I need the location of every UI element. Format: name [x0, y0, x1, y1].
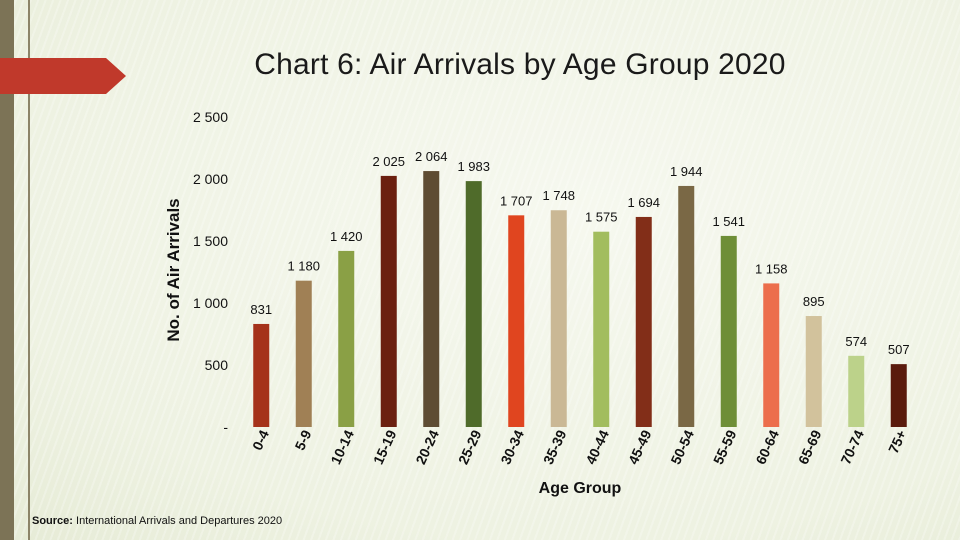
value-label: 1 748	[542, 188, 575, 203]
y-tick-label: 500	[205, 357, 229, 373]
x-tick-label: 5-9	[291, 427, 314, 452]
y-tick-label: 2 500	[193, 109, 228, 125]
value-label: 1 983	[457, 159, 490, 174]
x-tick-label: 40-44	[582, 427, 612, 466]
value-label: 1 420	[330, 229, 363, 244]
bar	[635, 216, 652, 427]
bar	[720, 235, 737, 427]
x-tick-label: 75+	[885, 428, 910, 456]
bar	[848, 355, 865, 427]
value-label: 831	[250, 302, 272, 317]
x-tick-label: 30-34	[497, 427, 527, 466]
x-tick-label: 10-14	[327, 427, 357, 466]
x-tick-label: 20-24	[412, 427, 442, 466]
source-note: Source: International Arrivals and Depar…	[32, 515, 282, 527]
value-label: 1 575	[585, 210, 618, 225]
left-accent-bar	[0, 0, 14, 540]
x-tick-label: 15-19	[370, 427, 400, 466]
bar	[423, 171, 440, 427]
x-tick-label: 25-29	[455, 427, 485, 466]
y-tick-label: 1 500	[193, 233, 228, 249]
bar	[890, 364, 907, 427]
value-label: 895	[803, 294, 825, 309]
bar	[593, 231, 610, 427]
chart-title: Chart 6: Air Arrivals by Age Group 2020	[254, 48, 786, 81]
bar	[508, 215, 525, 427]
y-tick-label: 1 000	[193, 295, 228, 311]
x-tick-label: 35-39	[540, 427, 570, 466]
x-tick-label: 0-4	[249, 427, 272, 452]
x-tick-label: 55-59	[710, 427, 740, 466]
value-label: 507	[888, 342, 910, 357]
bar	[678, 185, 695, 427]
x-tick-label: 70-74	[837, 427, 867, 466]
bar	[805, 316, 822, 427]
source-text: International Arrivals and Departures 20…	[72, 515, 283, 527]
bar	[465, 181, 482, 427]
x-tick-label: 45-49	[625, 427, 655, 466]
left-accent-line	[28, 0, 30, 540]
source-label: Source:	[32, 515, 73, 527]
value-label: 2 025	[372, 154, 405, 169]
value-label: 574	[845, 334, 867, 349]
bar	[253, 323, 270, 427]
value-label: 1 944	[670, 164, 703, 179]
bar	[763, 283, 780, 427]
y-axis-title: No. of Air Arrivals	[164, 198, 183, 341]
x-axis-title: Age Group	[539, 480, 622, 497]
value-label: 1 694	[627, 195, 660, 210]
bar	[295, 280, 312, 427]
value-label: 1 180	[287, 259, 320, 274]
y-tick-label: 2 000	[193, 171, 228, 187]
x-tick-label: 65-69	[795, 427, 825, 466]
value-label: 2 064	[415, 149, 448, 164]
bar	[338, 250, 355, 427]
value-label: 1 158	[755, 261, 788, 276]
value-label: 1 541	[712, 214, 745, 229]
value-label: 1 707	[500, 193, 533, 208]
title-arrow-shape	[0, 58, 126, 94]
x-tick-label: 50-54	[667, 427, 697, 466]
bar	[550, 210, 567, 427]
y-tick-label: -	[223, 419, 228, 435]
bar	[380, 175, 397, 427]
x-tick-label: 60-64	[752, 427, 782, 466]
